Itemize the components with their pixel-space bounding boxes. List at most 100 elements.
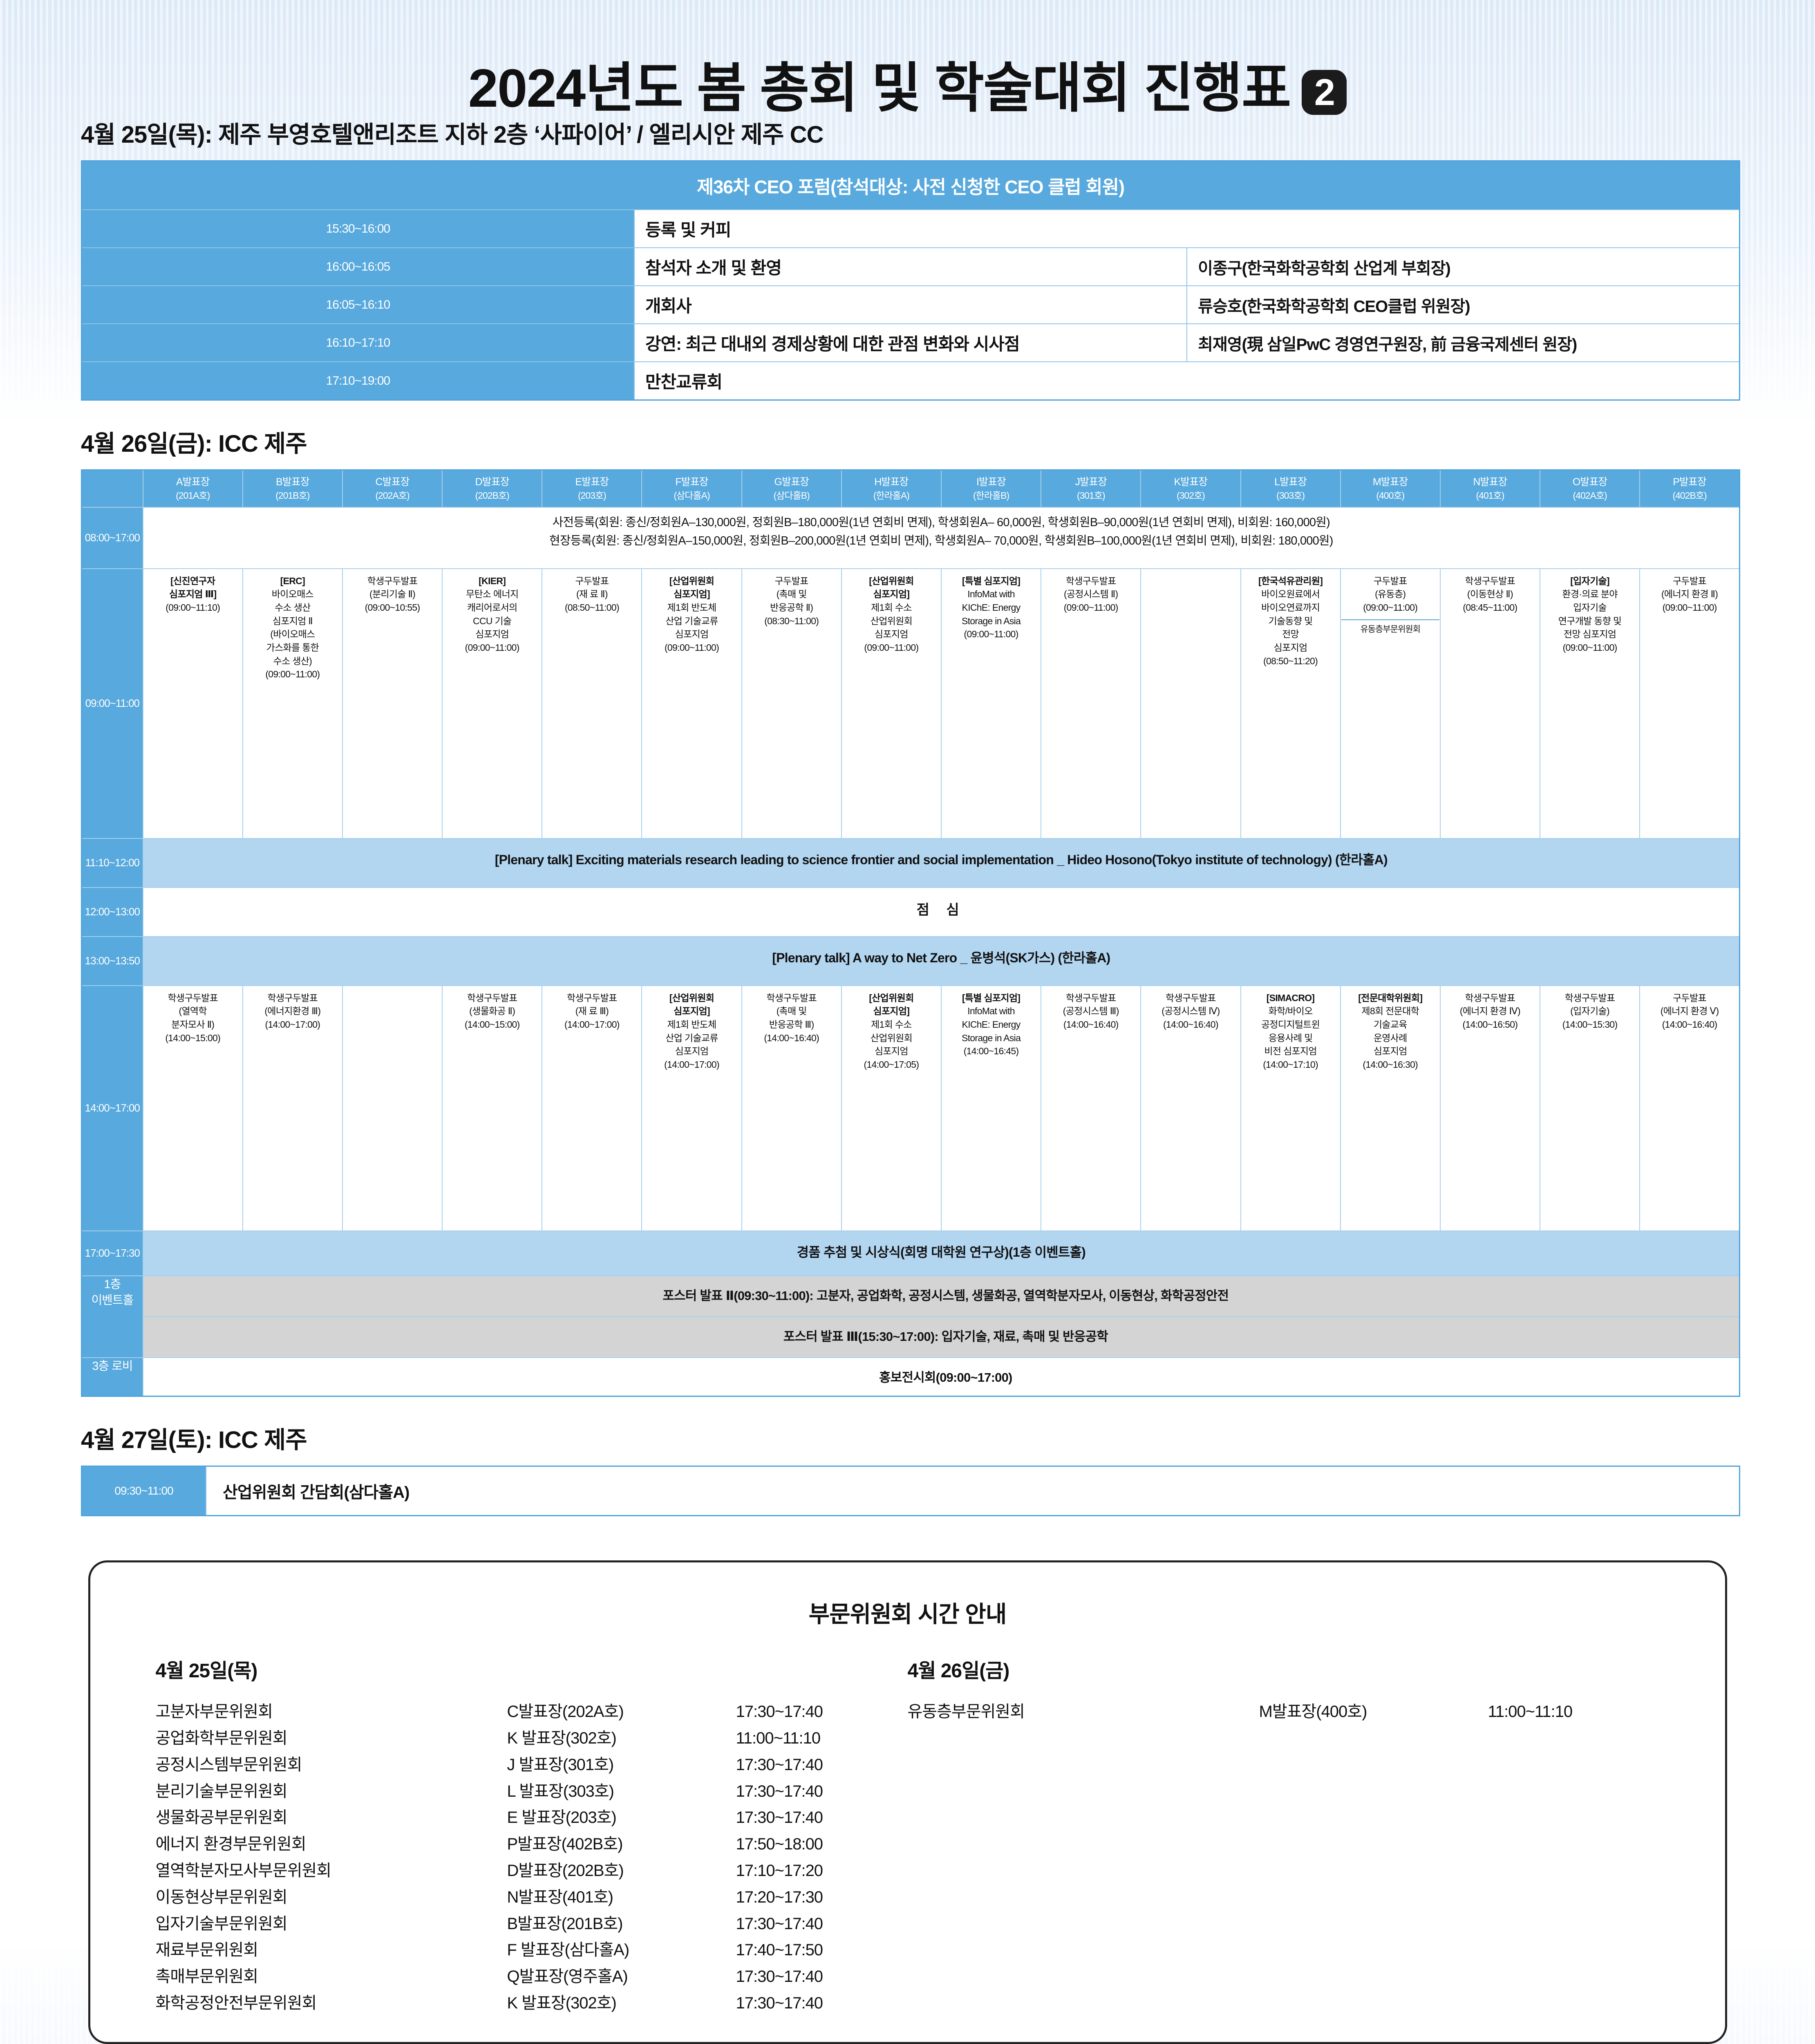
committee-row: 촉매부문위원회 Q발표장(영주홀A) 17:30~17:40 bbox=[156, 1963, 908, 1990]
session-cell-content: [SIMACRO] 화학/바이오 공정디지털트윈 응용사례 및 비전 심포지엄 (14:0… bbox=[1242, 986, 1340, 1076]
session-cell[interactable]: [전문대학위원회] 제8회 전문대학 기술교육 운영사례 심포지엄 (14:00~16:3… bbox=[1340, 985, 1441, 1231]
ceo-table-title-row: 제36차 CEO 포럼(참석대상: 사전 신청한 CEO 클럽 회원) bbox=[81, 160, 1740, 210]
time-cell: 16:10~17:10 bbox=[81, 323, 635, 362]
room-header-row: A발표장 (201A호) B발표장 (201B호) C발표장 (202A호) D발표장 (20… bbox=[81, 469, 1740, 508]
session-cell[interactable]: 학생구두발표 (공정시스템 Ⅱ) (09:00~11:00) bbox=[1041, 568, 1141, 839]
session-time: (14:00~15:00) bbox=[165, 1032, 221, 1043]
session-cell-content: [신진연구자 심포지엄 Ⅲ] (09:00~11:10) bbox=[144, 569, 242, 619]
session-time: (08:50~11:20) bbox=[1263, 655, 1318, 666]
session-time: (14:00~15:00) bbox=[464, 1019, 520, 1030]
session-cell-content: 학생구두발표 (공정시스템 Ⅲ) (14:00~16:40) bbox=[1042, 986, 1140, 1036]
session-cell-content: [산업위원회 심포지엄] 제1회 반도체 산업 기술교류 심포지엄 (14:00~17:0… bbox=[642, 986, 741, 1076]
session-time: (14:00~17:00) bbox=[664, 1059, 719, 1070]
session-subtitle: 학생구두발표 (분리기술 Ⅱ) bbox=[367, 575, 418, 600]
session-cell[interactable]: 구두발표 (에너지 환경 Ⅴ) (14:00~16:40) bbox=[1639, 985, 1740, 1231]
session-cell[interactable]: 학생구두발표 (에너지환경 Ⅲ) (14:00~17:00) bbox=[242, 985, 343, 1231]
session-cell[interactable]: 학생구두발표 (재 료 Ⅲ) (14:00~17:00) bbox=[542, 985, 642, 1231]
lunch-label: 점 심 bbox=[142, 887, 1740, 937]
room-name: P발표장 bbox=[1673, 476, 1707, 488]
session-time: (09:00~11:00) bbox=[1562, 642, 1618, 653]
session-cell[interactable]: 학생구두발표 (공정시스템 Ⅲ) (14:00~16:40) bbox=[1041, 985, 1141, 1231]
time-cell: 11:10~12:00 bbox=[81, 838, 143, 888]
session-cell-content: [KIER] 무탄소 에너지 캐리어로서의 CCU 기술 심포지엄 (09:00~11:0… bbox=[443, 569, 541, 659]
corner-cell bbox=[81, 469, 143, 508]
session-cell-content: 학생구두발표 (분리기술 Ⅱ) (09:00~10:55) bbox=[343, 569, 441, 619]
session-cell[interactable]: 구두발표 (재 료 Ⅱ) (08:50~11:00) bbox=[542, 568, 642, 839]
session-subtitle: 학생구두발표 (공정시스템 Ⅳ) bbox=[1162, 992, 1220, 1017]
committee-row: 열역학분자모사부문위원회 D발표장(202B호) 17:10~17:20 bbox=[156, 1858, 908, 1884]
session-title: [ERC] bbox=[280, 575, 305, 586]
session-title: [SIMACRO] bbox=[1266, 992, 1315, 1003]
room-header-13: M발표장 (400호) bbox=[1340, 469, 1441, 508]
committee-room: E 발표장(203호) bbox=[507, 1809, 617, 1827]
room-number: (400호) bbox=[1376, 490, 1405, 501]
session-subtitle: 구두발표 (재 료 Ⅱ) bbox=[575, 575, 609, 600]
room-header-2: B발표장 (201B호) bbox=[242, 469, 343, 508]
session-cell[interactable]: [특별 심포지엄] InfoMat with KIChE: Energy Storag… bbox=[940, 568, 1042, 839]
session-cell[interactable]: 학생구두발표 (이동현상 Ⅱ) (08:45~11:00) bbox=[1439, 568, 1541, 839]
committee-row: 재료부문위원회 F 발표장(삼다홀A) 17:40~17:50 bbox=[156, 1937, 908, 1963]
session-cell[interactable] bbox=[1140, 568, 1241, 839]
session-cell[interactable]: [특별 심포지엄] InfoMat with KIChE: Energy Storag… bbox=[940, 985, 1042, 1231]
session-cell[interactable]: [산업위원회 심포지엄] 제1회 수소 산업위원회 심포지엄 (14:00~17:05) bbox=[841, 985, 942, 1231]
session-cell[interactable]: [ERC] 바이오매스 수소 생산 심포지엄 Ⅱ (바이오매스 가스화를 통한 수소 생산)… bbox=[242, 568, 343, 839]
committee-name: 공업화학부문위원회 bbox=[155, 1729, 288, 1748]
item-cell: 개회사 bbox=[633, 285, 1188, 324]
item-cell: 강연: 최근 대내외 경제상황에 대한 관점 변화와 시사점 bbox=[633, 323, 1188, 362]
committee-name: 입자기술부문위원회 bbox=[155, 1914, 288, 1933]
committee-time: 17:30~17:40 bbox=[736, 1755, 824, 1774]
table-row: 16:10~17:10 강연: 최근 대내외 경제상황에 대한 관점 변화와 시… bbox=[81, 323, 1740, 362]
committee-name: 촉매부문위원회 bbox=[155, 1968, 259, 1986]
session-cell[interactable]: [신진연구자 심포지엄 Ⅲ] (09:00~11:10) bbox=[142, 568, 243, 839]
committee-name: 분리기술부문위원회 bbox=[155, 1782, 288, 1800]
registration-row: 08:00~17:00 사전등록(회원: 종신/정회원A–130,000원, 정회… bbox=[81, 507, 1740, 569]
session-cell-content: [산업위원회 심포지엄] 제1회 수소 산업위원회 심포지엄 (14:00~17:05) bbox=[842, 986, 940, 1076]
session-cell[interactable]: [산업위원회 심포지엄] 제1회 반도체 산업 기술교류 심포지엄 (14:00~17:0… bbox=[641, 985, 742, 1231]
session-cell[interactable]: 학생구두발표 (공정시스템 Ⅳ) (14:00~16:40) bbox=[1140, 985, 1241, 1231]
plenary-row-1: 11:10~12:00 [Plenary talk] Exciting mater… bbox=[81, 838, 1740, 888]
registration-fees: 사전등록(회원: 종신/정회원A–130,000원, 정회원B–180,000원… bbox=[142, 507, 1740, 569]
poster-session-3: 포스터 발표 Ⅲ(15:30~17:00): 입자기술, 재료, 촉매 및 반응… bbox=[142, 1316, 1740, 1358]
committee-time: 11:00~11:10 bbox=[1488, 1703, 1573, 1721]
speaker-cell: 최재영(現 삼일PwC 경영연구원장, 前 금융국제센터 원장) bbox=[1186, 323, 1740, 362]
session-time: (08:50~11:00) bbox=[564, 602, 620, 613]
session-cell-content: 구두발표 (촉매 및 반응공학 Ⅱ) (08:30~11:00) bbox=[743, 569, 841, 633]
session-cell[interactable]: 학생구두발표 (촉매 및 반응공학 Ⅲ) (14:00~16:40) bbox=[741, 985, 842, 1231]
afternoon-session-row: 14:00~17:00 학생구두발표 (열역학 분자모사 Ⅱ) (14:00~15:00… bbox=[81, 985, 1740, 1231]
session-time: (09:00~11:10) bbox=[166, 602, 220, 613]
session-subtitle: 제1회 수소 산업위원회 심포지엄 bbox=[870, 1019, 913, 1057]
room-number: (202A호) bbox=[375, 490, 410, 501]
committee-time: 11:00~11:10 bbox=[736, 1729, 821, 1748]
session-title: [전문대학위원회] bbox=[1358, 992, 1423, 1003]
session-cell[interactable]: [SIMACRO] 화학/바이오 공정디지털트윈 응용사례 및 비전 심포지엄 (14:0… bbox=[1240, 985, 1341, 1231]
session-cell[interactable]: 구두발표 (유동층) (09:00~11:00) 유동층부문위원회 bbox=[1340, 568, 1441, 839]
committee-box-title: 부문위원회 시간 안내 bbox=[808, 1601, 1007, 1627]
session-cell[interactable]: 구두발표 (촉매 및 반응공학 Ⅱ) (08:30~11:00) bbox=[741, 568, 842, 839]
committee-row: 공정시스템부문위원회 J 발표장(301호) 17:30~17:40 bbox=[156, 1752, 908, 1778]
day1-heading: 4월 25일(목): 제주 부영호텔앤리조트 지하 2층 ‘사파이어’ / 엘리… bbox=[81, 121, 824, 148]
session-cell[interactable]: 학생구두발표 (열역학 분자모사 Ⅱ) (14:00~15:00) bbox=[142, 985, 243, 1231]
committee-row: 이동현상부문위원회 N발표장(401호) 17:20~17:30 bbox=[156, 1884, 908, 1911]
session-cell[interactable]: 학생구두발표 (입자기술) (14:00~15:30) bbox=[1540, 985, 1640, 1231]
session-cell[interactable] bbox=[342, 985, 443, 1231]
session-title: [산업위원회 심포지엄] bbox=[669, 992, 714, 1017]
session-cell[interactable]: 학생구두발표 (분리기술 Ⅱ) (09:00~10:55) bbox=[342, 568, 443, 839]
session-cell[interactable]: [산업위원회 심포지엄] 제1회 반도체 산업 기술교류 심포지엄 (09:00~11:0… bbox=[641, 568, 742, 839]
session-cell[interactable]: [입자기술] 환경·의료 분야 입자기술 연구개발 동향 및 전망 심포지엄 (09:00… bbox=[1540, 568, 1640, 839]
poster-row-1: 1층 이벤트홀 포스터 발표 Ⅱ(09:30~11:00): 고분자, 공업화학, … bbox=[81, 1275, 1740, 1358]
session-cell[interactable]: [한국석유관리원] 바이오원료에서 바이오연료까지 기술동향 및 전망 심포지엄 (08:5… bbox=[1240, 568, 1341, 839]
committee-time: 17:40~17:50 bbox=[736, 1941, 824, 1959]
session-cell[interactable]: [산업위원회 심포지엄] 제1회 수소 산업위원회 심포지엄 (09:00~11:00) bbox=[841, 568, 942, 839]
session-cell[interactable]: 학생구두발표 (생물화공 Ⅱ) (14:00~15:00) bbox=[442, 985, 543, 1231]
plenary-talk-2: [Plenary talk] A way to Net Zero _ 윤병석(S… bbox=[142, 936, 1740, 986]
committee-time: 17:50~18:00 bbox=[736, 1835, 824, 1853]
session-subtitle: 학생구두발표 (입자기술) bbox=[1564, 992, 1615, 1017]
session-cell[interactable]: 학생구두발표 (에너지 환경 Ⅳ) (14:00~16:50) bbox=[1439, 985, 1541, 1231]
session-time: (09:00~11:00) bbox=[665, 642, 719, 653]
item-cell: 등록 및 커피 bbox=[633, 209, 1740, 248]
session-subtitle: 학생구두발표 (공정시스템 Ⅲ) bbox=[1063, 992, 1119, 1017]
session-subtitle: 바이오원료에서 바이오연료까지 기술동향 및 전망 심포지엄 bbox=[1261, 589, 1320, 653]
session-cell[interactable]: [KIER] 무탄소 에너지 캐리어로서의 CCU 기술 심포지엄 (09:00~11:0… bbox=[442, 568, 543, 839]
session-cell[interactable]: 구두발표 (에너지 환경 Ⅱ) (09:00~11:00) bbox=[1639, 568, 1740, 839]
